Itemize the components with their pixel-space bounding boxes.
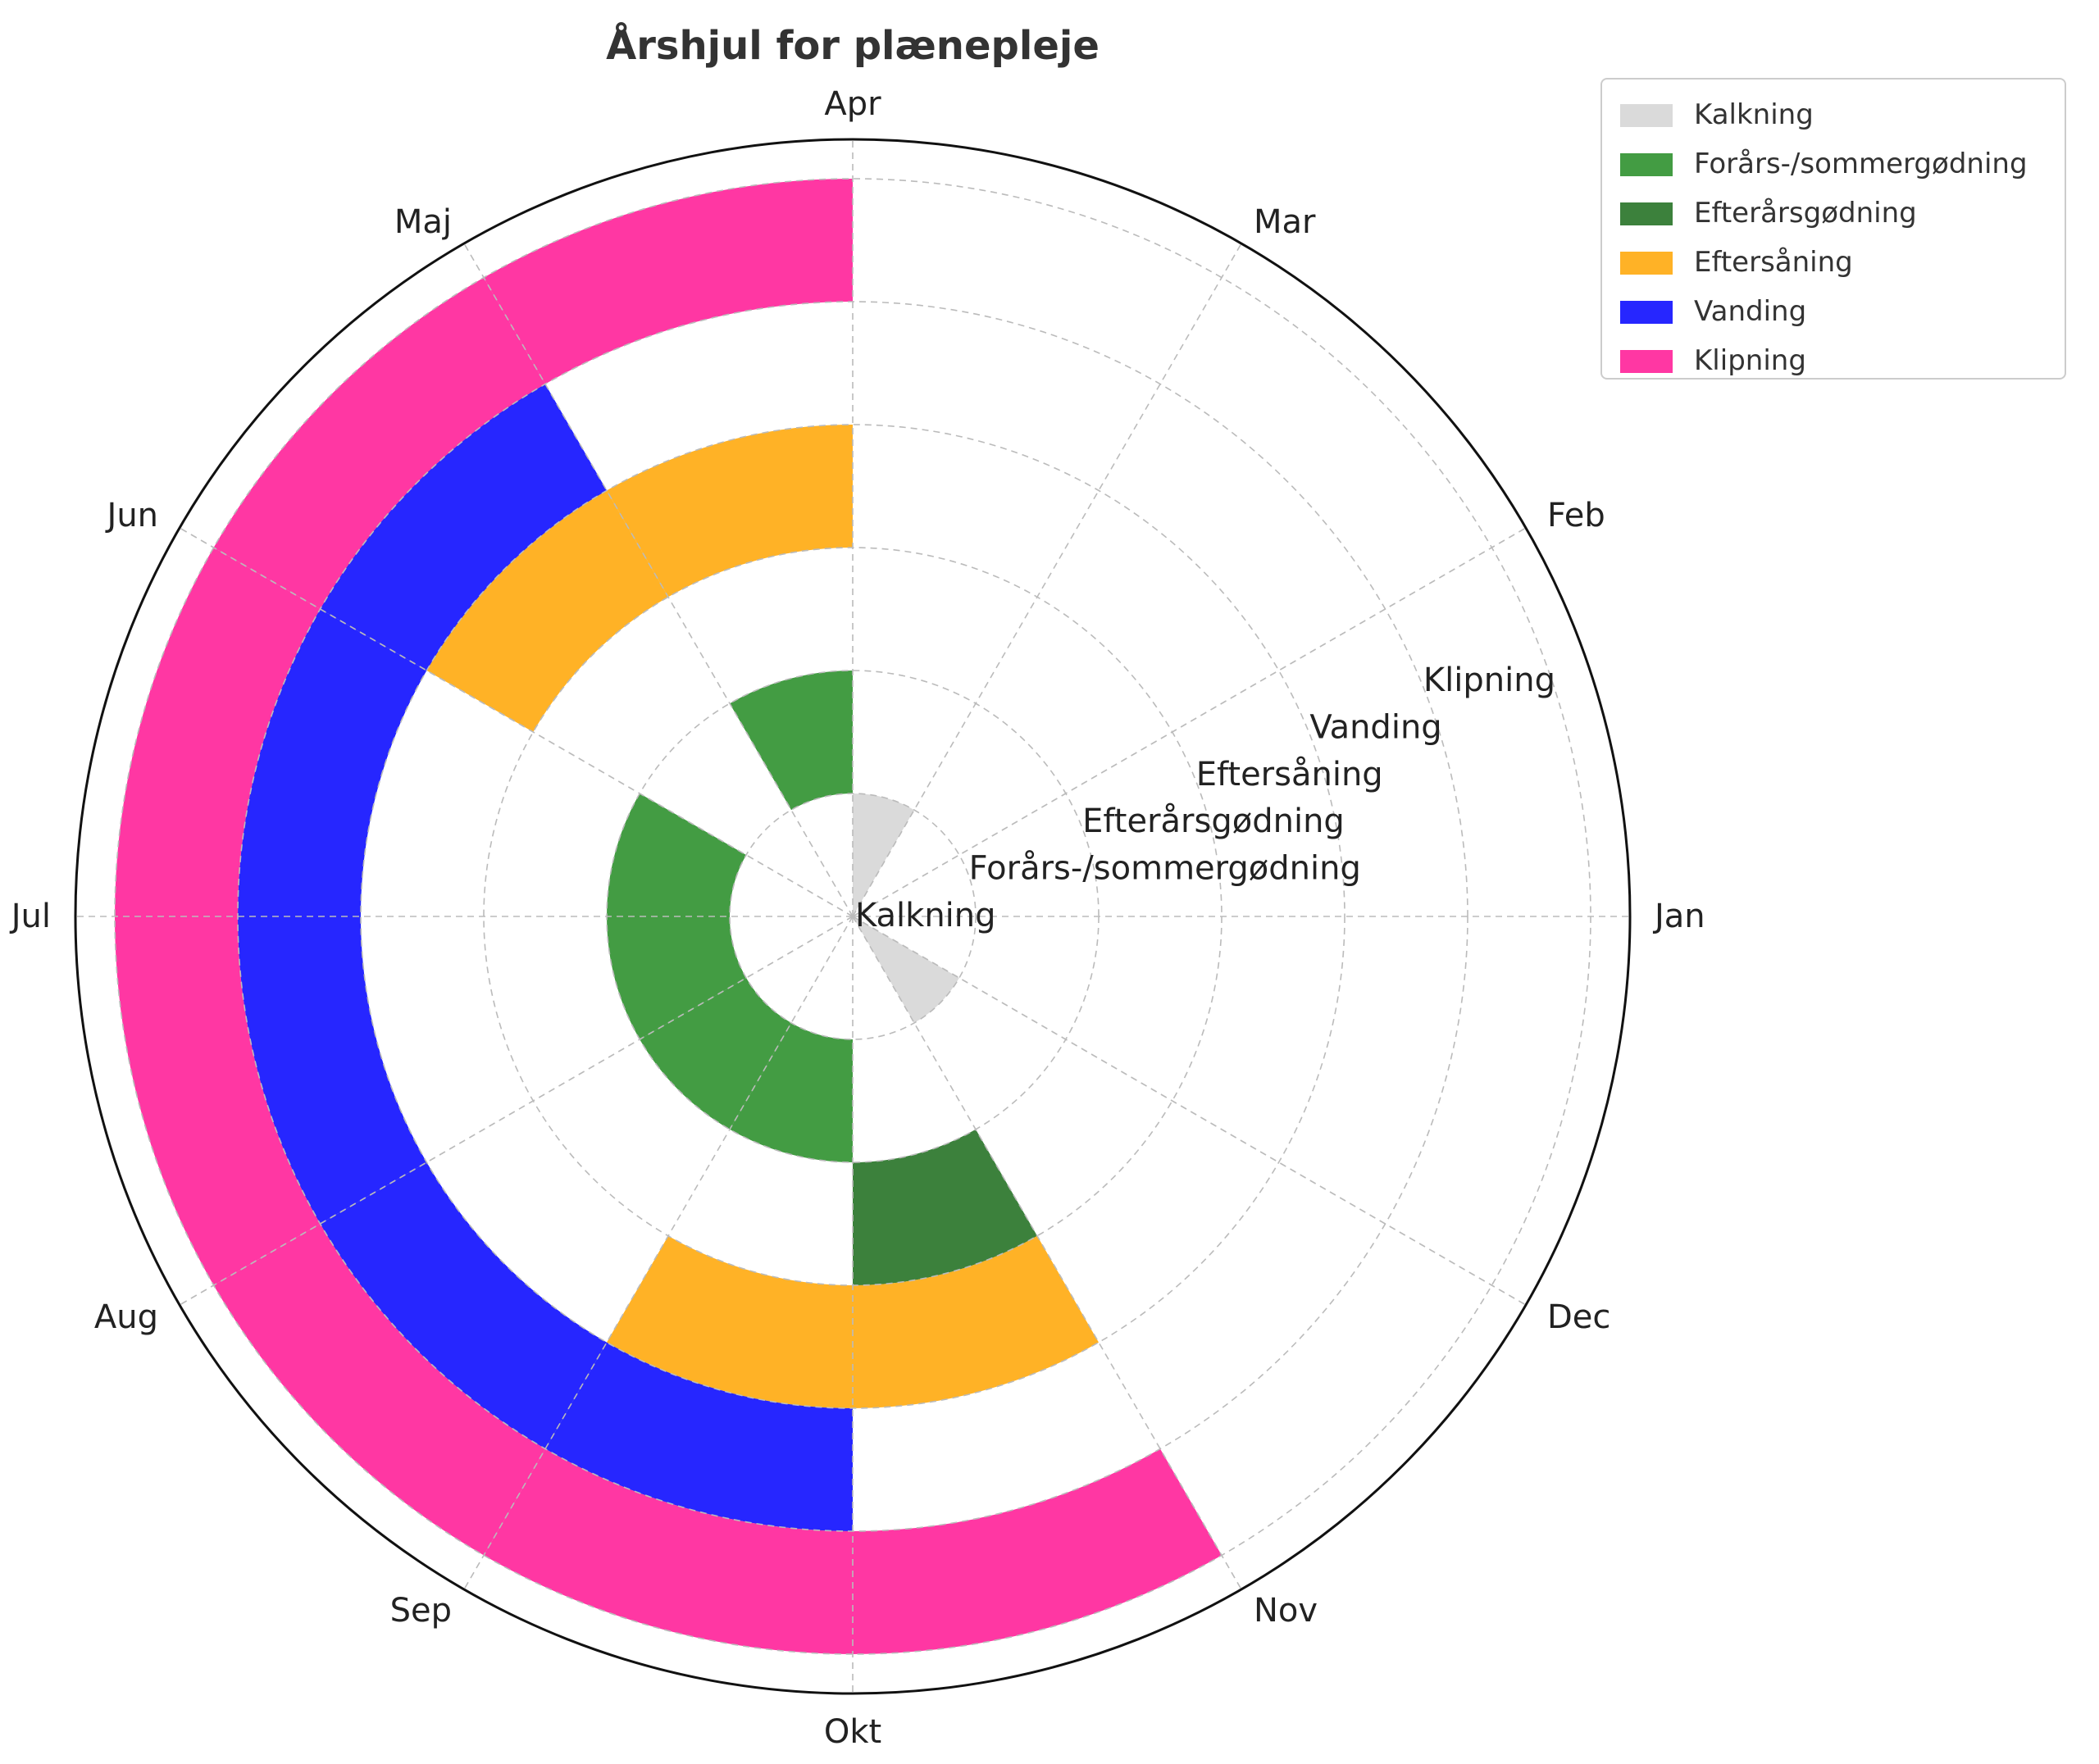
bar-kalkning-nov xyxy=(853,916,959,1023)
month-label-mar: Mar xyxy=(1254,203,1316,241)
month-label-aug: Aug xyxy=(94,1298,158,1336)
ring-label-forars-sommergoedning: Forårs-/sommergødning xyxy=(969,850,1361,888)
grid-spoke xyxy=(463,916,854,1590)
bar-vanding-aug xyxy=(320,1162,607,1449)
ring-label-kalkning: Kalkning xyxy=(855,897,996,934)
bar-forars-sommergoedning-apr xyxy=(730,671,853,811)
legend-label: Efterårsgødning xyxy=(1694,197,1917,230)
grid-spoke xyxy=(852,527,1527,917)
month-label-jul: Jul xyxy=(9,898,51,935)
bar-vanding-jun xyxy=(238,609,427,916)
month-labels-layer: Jan Feb Mar Apr Maj Jun Jul Aug Sep Okt Nov Dec xyxy=(9,85,1705,1751)
legend-item-vanding: Vanding xyxy=(1602,288,2065,337)
legend-item-forars-sommergoedning: Forårs-/sommergødning xyxy=(1602,140,2065,189)
grid-layer xyxy=(75,139,1630,1694)
bar-efterarsgoedning-okt xyxy=(853,1129,1037,1285)
month-label-dec: Dec xyxy=(1547,1298,1610,1336)
grid-spoke xyxy=(463,243,854,917)
grid-spoke xyxy=(852,916,1527,1306)
bar-kalkning-mar xyxy=(853,793,914,916)
bar-klipning-jun xyxy=(115,548,321,916)
bar-vanding-jul xyxy=(238,916,427,1224)
month-label-maj: Maj xyxy=(394,203,452,241)
legend-label: Kalkning xyxy=(1694,98,1814,131)
legend: Kalkning Forårs-/sommergødning Efterårsgød… xyxy=(1600,78,2066,380)
bar-forars-sommergoedning-sep xyxy=(730,1022,853,1162)
ring-label-efterarsgoedning: Efterårsgødning xyxy=(1082,802,1345,840)
month-label-sep: Sep xyxy=(390,1592,452,1630)
legend-swatch xyxy=(1620,252,1673,275)
bar-klipning-aug xyxy=(213,1224,545,1556)
grid-spoke xyxy=(852,916,1242,1590)
bar-forars-sommergoedning-jun xyxy=(607,793,747,916)
month-label-okt: Okt xyxy=(824,1713,881,1751)
bar-eftersaning-maj xyxy=(426,490,668,732)
month-label-apr: Apr xyxy=(824,85,881,123)
grid-ring xyxy=(360,424,1345,1409)
bar-klipning-jul xyxy=(115,916,321,1285)
month-label-nov: Nov xyxy=(1254,1592,1318,1630)
chart-title: Årshjul for plænepleje xyxy=(606,22,1100,69)
ring-label-klipning: Klipning xyxy=(1423,662,1555,699)
grid-spoke xyxy=(179,527,854,917)
grid-spoke xyxy=(852,243,1242,917)
month-label-jan: Jan xyxy=(1652,898,1705,935)
legend-label: Eftersåning xyxy=(1694,246,1853,279)
bar-klipning-apr xyxy=(484,179,853,384)
bar-eftersaning-apr xyxy=(607,425,853,598)
legend-swatch xyxy=(1620,350,1673,373)
month-label-jun: Jun xyxy=(105,497,159,534)
month-label-feb: Feb xyxy=(1547,497,1605,534)
bar-klipning-sep xyxy=(484,1448,853,1654)
legend-item-klipning: Klipning xyxy=(1602,337,2065,386)
ring-label-eftersaning: Eftersåning xyxy=(1196,756,1383,793)
bar-klipning-maj xyxy=(213,277,545,609)
legend-item-eftersaning: Eftersåning xyxy=(1602,239,2065,288)
bar-klipning-okt xyxy=(853,1448,1222,1654)
legend-label: Forårs-/sommergødning xyxy=(1694,148,2028,180)
legend-label: Vanding xyxy=(1694,295,1807,328)
polar-outline xyxy=(74,138,1632,1695)
bar-vanding-sep xyxy=(545,1342,853,1531)
legend-item-efterarsgoedning: Efterårsgødning xyxy=(1602,189,2065,239)
legend-label: Klipning xyxy=(1694,344,1806,377)
ring-label-vanding: Vanding xyxy=(1309,708,1441,746)
grid-ring xyxy=(729,793,977,1040)
legend-swatch xyxy=(1620,153,1673,176)
legend-swatch xyxy=(1620,301,1673,324)
bar-forars-sommergoedning-jul xyxy=(607,916,747,1039)
legend-swatch xyxy=(1620,104,1673,127)
grid-spoke xyxy=(179,916,854,1306)
bars-layer xyxy=(115,179,1222,1654)
bar-forars-sommergoedning-aug xyxy=(640,978,791,1130)
legend-swatch xyxy=(1620,202,1673,225)
legend-item-kalkning: Kalkning xyxy=(1602,91,2065,140)
bar-eftersaning-sep xyxy=(607,1235,853,1408)
bar-eftersaning-okt xyxy=(853,1235,1099,1409)
ring-labels-layer: Kalkning Forårs-/sommergødning Efterårsgød… xyxy=(855,662,1555,934)
bar-vanding-maj xyxy=(320,384,607,671)
